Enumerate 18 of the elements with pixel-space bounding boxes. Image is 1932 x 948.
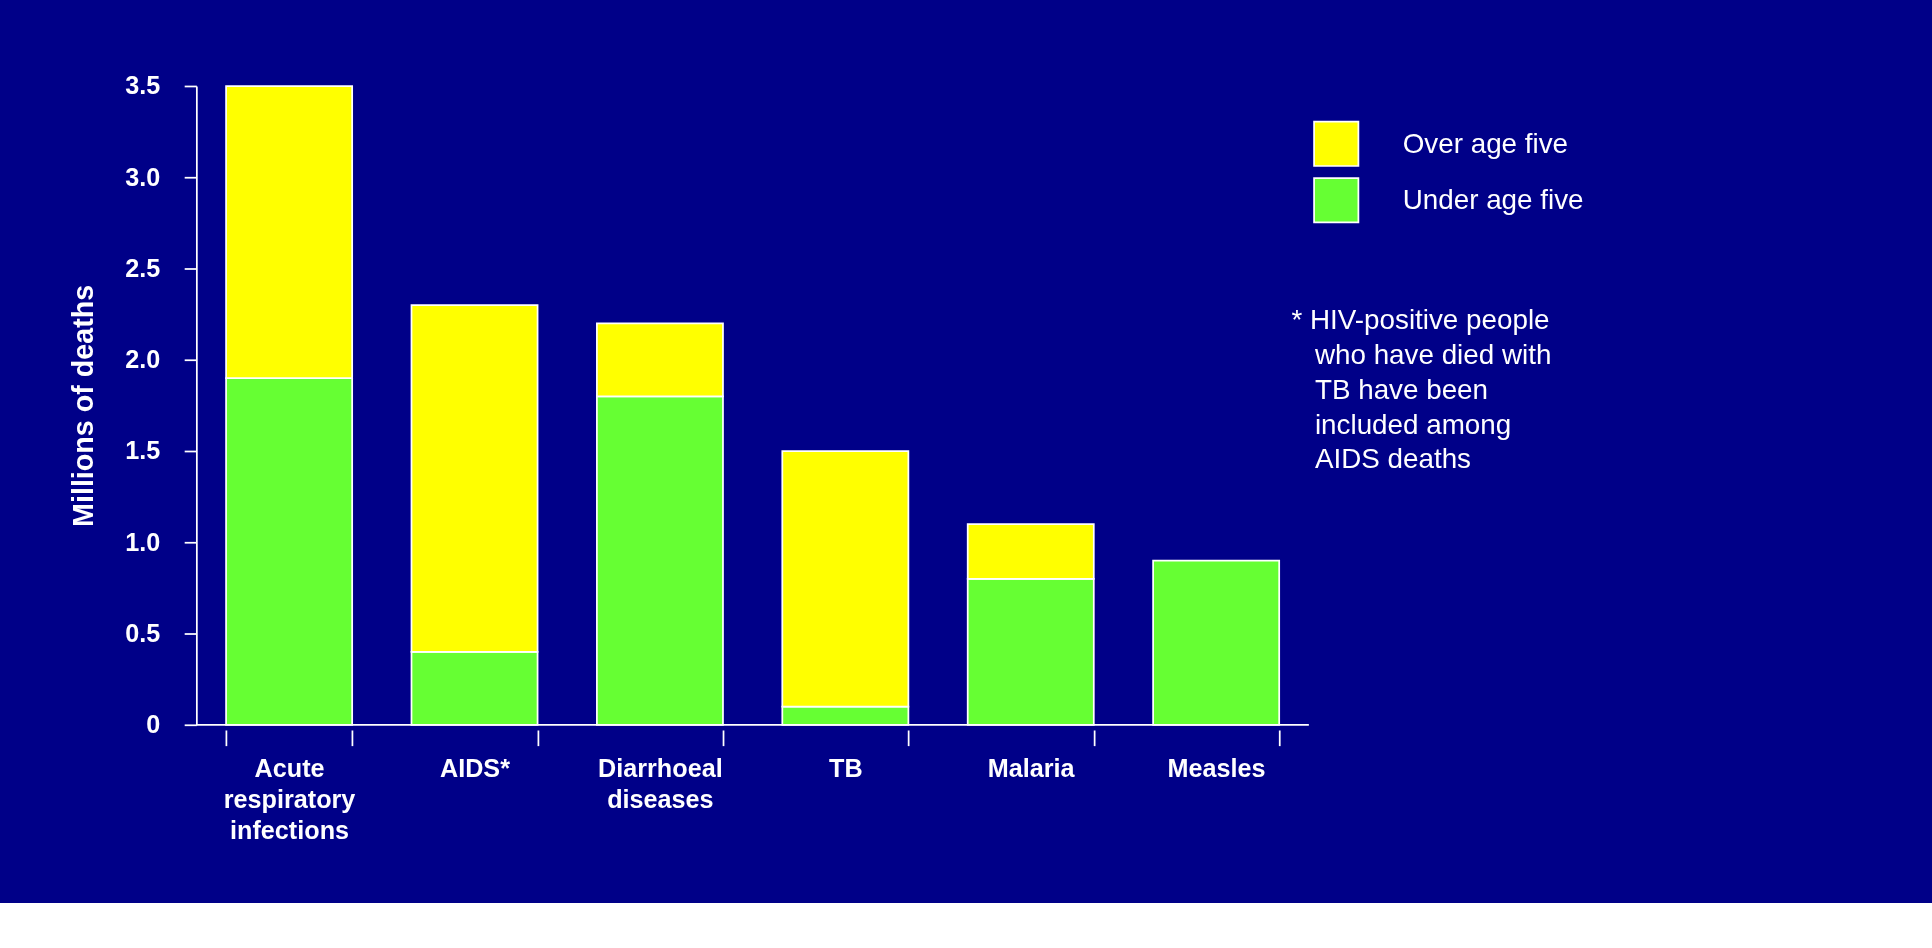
y-tick-label: 1.5	[125, 436, 161, 465]
y-tick-label: 2.0	[125, 345, 161, 374]
annotation: * HIV-positive people who have died with TB have been included among AIDS deaths	[1291, 304, 1552, 475]
y-tick-label: 2.5	[125, 253, 161, 282]
y-tick-label: 0	[146, 710, 161, 739]
y-axis-title: Millions of deaths	[67, 284, 100, 527]
legend-label: Over age five	[1402, 127, 1569, 159]
y-tick-label: 3.5	[125, 71, 161, 100]
y-tick-label: 0.5	[125, 618, 161, 647]
legend-label: Under age five	[1402, 184, 1584, 216]
x-tick-label: Acute respiratory infections	[223, 753, 356, 845]
x-tick-label: Diarrhoeal diseases	[598, 753, 723, 813]
x-tick-label: TB	[828, 753, 863, 782]
x-tick-label: AIDS*	[439, 753, 511, 782]
y-tick-label: 3.0	[125, 162, 161, 191]
y-tick-label: 1.0	[125, 527, 161, 556]
x-tick-label: Malaria	[987, 753, 1076, 782]
x-tick-label: Measles	[1167, 753, 1266, 782]
